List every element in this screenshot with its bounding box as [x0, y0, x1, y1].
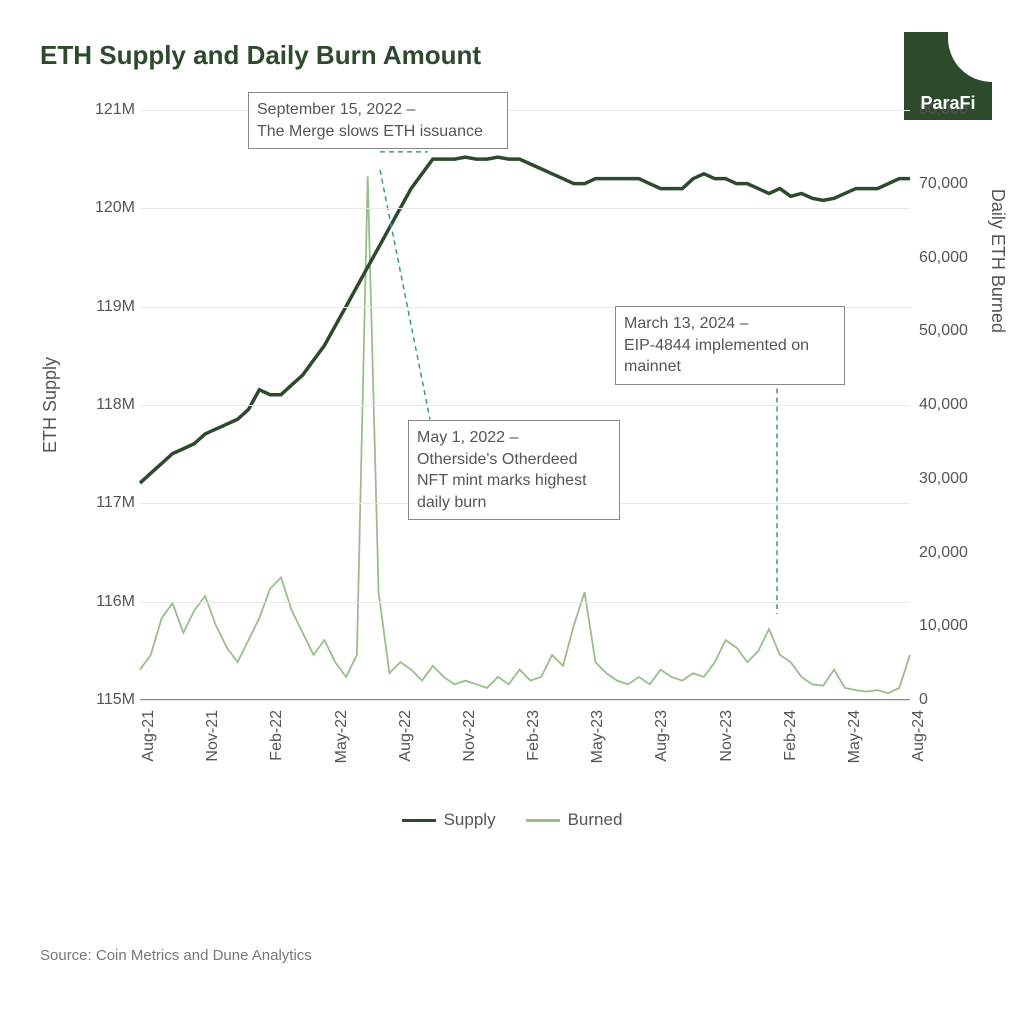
y1-tick: 117M	[80, 494, 135, 512]
annotation-box: March 13, 2024 –EIP-4844 implemented onm…	[615, 306, 845, 385]
chart: ETH Supply Daily ETH Burned September 15…	[40, 110, 984, 800]
y2-tick: 10,000	[919, 617, 984, 635]
x-tick: Feb-24	[782, 710, 800, 761]
x-tick: Aug-24	[910, 710, 928, 762]
y2-tick: 60,000	[919, 249, 984, 267]
y1-tick: 116M	[80, 593, 135, 611]
chart-title: ETH Supply and Daily Burn Amount	[40, 40, 481, 71]
x-tick: May-22	[333, 710, 351, 763]
y1-tick: 118M	[80, 396, 135, 414]
y1-tick: 121M	[80, 101, 135, 119]
annotation-pointer	[380, 170, 430, 420]
y2-tick: 20,000	[919, 544, 984, 562]
legend-item-supply: Supply	[402, 810, 496, 830]
y1-axis-label: ETH Supply	[40, 357, 61, 453]
annotation-box: May 1, 2022 –Otherside's OtherdeedNFT mi…	[408, 420, 620, 520]
gridline	[140, 405, 910, 406]
x-tick: Aug-22	[397, 710, 415, 762]
y2-axis-label: Daily ETH Burned	[987, 189, 1008, 333]
y2-tick: 50,000	[919, 322, 984, 340]
logo-text: ParaFi	[920, 93, 975, 114]
y1-tick: 120M	[80, 199, 135, 217]
gridline	[140, 602, 910, 603]
x-tick: Nov-22	[461, 710, 479, 762]
x-tick: Feb-23	[525, 710, 543, 761]
x-tick: May-24	[846, 710, 864, 763]
y2-tick: 30,000	[919, 470, 984, 488]
legend: Supply Burned	[40, 810, 984, 830]
y2-tick: 0	[919, 691, 984, 709]
logo-mark	[948, 32, 992, 82]
x-tick: Feb-22	[268, 710, 286, 761]
gridline	[140, 208, 910, 209]
legend-swatch-burned	[526, 819, 560, 822]
source-citation: Source: Coin Metrics and Dune Analytics	[40, 947, 312, 964]
x-tick: Aug-23	[653, 710, 671, 762]
legend-item-burned: Burned	[526, 810, 623, 830]
legend-swatch-supply	[402, 819, 436, 822]
legend-label: Burned	[568, 810, 623, 830]
x-tick: May-23	[589, 710, 607, 763]
y2-tick: 70,000	[919, 175, 984, 193]
x-tick: Aug-21	[140, 710, 158, 762]
y1-tick: 119M	[80, 298, 135, 316]
gridline	[140, 700, 910, 701]
y1-tick: 115M	[80, 691, 135, 709]
x-tick: Nov-21	[204, 710, 222, 762]
x-tick: Nov-23	[718, 710, 736, 762]
y2-tick: 40,000	[919, 396, 984, 414]
annotation-box: September 15, 2022 –The Merge slows ETH …	[248, 92, 508, 149]
plot-area: September 15, 2022 –The Merge slows ETH …	[140, 110, 910, 700]
legend-label: Supply	[444, 810, 496, 830]
